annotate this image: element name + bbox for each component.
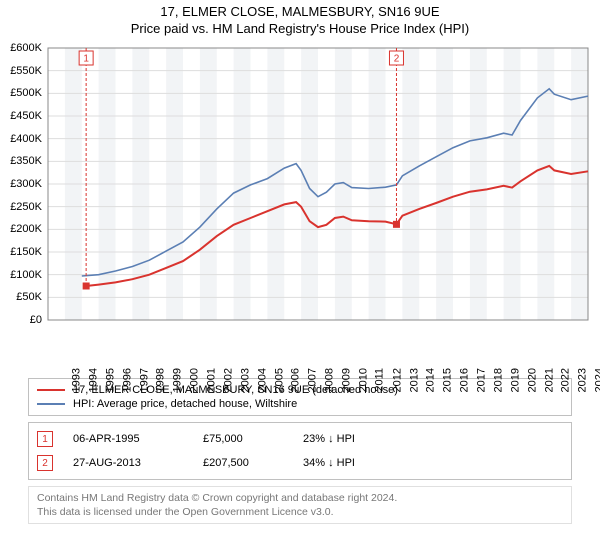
title-line-2: Price paid vs. HM Land Registry's House … — [0, 21, 600, 36]
x-tick-label: 1993 — [70, 368, 82, 392]
x-tick-label: 2013 — [408, 368, 420, 392]
x-tick-label: 2024 — [594, 368, 600, 392]
x-tick-label: 2017 — [475, 368, 487, 392]
x-tick-label: 1997 — [138, 368, 150, 392]
sale-diff: 23% ↓ HPI — [303, 433, 355, 445]
x-tick-label: 2008 — [324, 368, 336, 392]
y-tick-label: £450K — [10, 110, 42, 122]
x-tick-label: 2006 — [290, 368, 302, 392]
x-tick-label: 2007 — [307, 368, 319, 392]
chart-titles: 17, ELMER CLOSE, MALMESBURY, SN16 9UE Pr… — [0, 0, 600, 36]
x-tick-label: 2019 — [509, 368, 521, 392]
x-tick-label: 1998 — [155, 368, 167, 392]
footer-line-2: This data is licensed under the Open Gov… — [37, 505, 563, 519]
x-tick-label: 2009 — [340, 368, 352, 392]
x-tick-label: 2020 — [526, 368, 538, 392]
x-axis-labels: 1993199419951996199719981999200020012002… — [0, 332, 600, 372]
y-tick-label: £150K — [10, 246, 42, 258]
x-tick-label: 2021 — [543, 368, 555, 392]
x-tick-label: 2000 — [189, 368, 201, 392]
x-tick-label: 2015 — [442, 368, 454, 392]
y-tick-label: £50K — [16, 291, 42, 303]
x-tick-label: 2016 — [459, 368, 471, 392]
x-tick-label: 2012 — [391, 368, 403, 392]
x-tick-label: 2002 — [222, 368, 234, 392]
legend-swatch — [37, 389, 65, 391]
sale-date: 27-AUG-2013 — [73, 457, 183, 469]
legend-label: HPI: Average price, detached house, Wilt… — [73, 398, 297, 410]
y-axis-labels: £0 £50K £100K £150K £200K £250K £300K £350K £400… — [0, 42, 44, 332]
y-tick-label: £300K — [10, 178, 42, 190]
x-tick-label: 2004 — [256, 368, 268, 392]
sale-diff: 34% ↓ HPI — [303, 457, 355, 469]
title-line-1: 17, ELMER CLOSE, MALMESBURY, SN16 9UE — [0, 4, 600, 19]
x-tick-label: 2001 — [205, 368, 217, 392]
sale-date: 06-APR-1995 — [73, 433, 183, 445]
chart-root: 17, ELMER CLOSE, MALMESBURY, SN16 9UE Pr… — [0, 0, 600, 560]
footer-box: Contains HM Land Registry data © Crown c… — [28, 486, 572, 524]
x-tick-label: 1999 — [172, 368, 184, 392]
sale-row: 1 06-APR-1995 £75,000 23% ↓ HPI — [37, 427, 563, 451]
y-tick-label: £250K — [10, 201, 42, 213]
footer-line-1: Contains HM Land Registry data © Crown c… — [37, 491, 563, 505]
x-tick-label: 1996 — [121, 368, 133, 392]
x-tick-label: 2023 — [577, 368, 589, 392]
y-tick-label: £350K — [10, 155, 42, 167]
sale-marker-icon: 2 — [37, 455, 53, 471]
svg-text:2: 2 — [394, 54, 400, 65]
y-tick-label: £600K — [10, 42, 42, 54]
sale-price: £75,000 — [203, 433, 283, 445]
x-tick-label: 2003 — [239, 368, 251, 392]
x-tick-label: 1994 — [87, 368, 99, 392]
y-tick-label: £200K — [10, 223, 42, 235]
x-tick-label: 2010 — [357, 368, 369, 392]
x-tick-label: 2011 — [373, 368, 385, 392]
line-chart-svg: 12 — [0, 42, 600, 332]
x-tick-label: 2005 — [273, 368, 285, 392]
x-tick-label: 2022 — [560, 368, 572, 392]
y-tick-label: £550K — [10, 65, 42, 77]
sale-price: £207,500 — [203, 457, 283, 469]
y-tick-label: £400K — [10, 133, 42, 145]
sale-row: 2 27-AUG-2013 £207,500 34% ↓ HPI — [37, 451, 563, 475]
y-tick-label: £0 — [30, 314, 42, 326]
x-tick-label: 2014 — [425, 368, 437, 392]
sales-box: 1 06-APR-1995 £75,000 23% ↓ HPI 2 27-AUG-2013… — [28, 422, 572, 480]
x-tick-label: 2018 — [492, 368, 504, 392]
legend-row: HPI: Average price, detached house, Wilt… — [37, 397, 563, 411]
x-tick-label: 1995 — [104, 368, 116, 392]
sale-marker-icon: 1 — [37, 431, 53, 447]
y-tick-label: £100K — [10, 269, 42, 281]
legend-swatch — [37, 403, 65, 405]
y-tick-label: £500K — [10, 87, 42, 99]
svg-text:1: 1 — [83, 54, 89, 65]
plot-area: 12 £0£50K£100K£150K£200K£250K£300K£350K£… — [0, 42, 600, 332]
